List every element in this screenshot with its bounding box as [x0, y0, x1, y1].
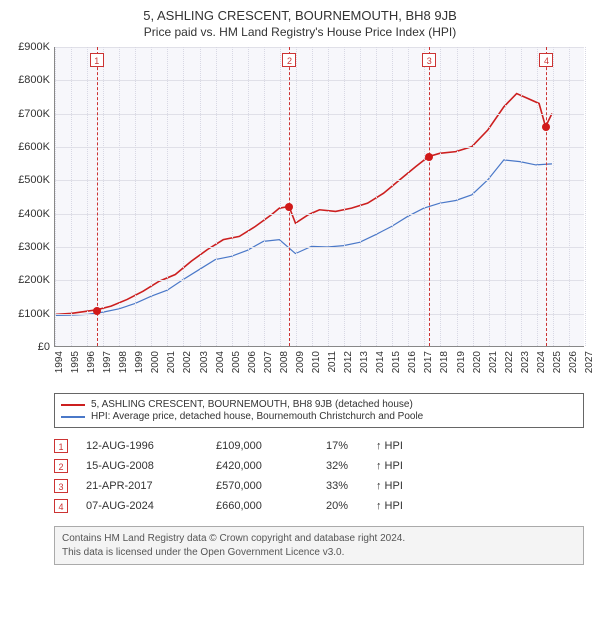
- x-tick-label: 2016: [407, 351, 418, 373]
- chart-dot-4: [542, 123, 550, 131]
- footer-line1: Contains HM Land Registry data © Crown c…: [62, 532, 576, 546]
- footer-line2: This data is licensed under the Open Gov…: [62, 546, 576, 560]
- tx-price: £420,000: [216, 460, 326, 472]
- y-tick-label: £200K: [18, 274, 50, 286]
- tx-date: 21-APR-2017: [86, 480, 216, 492]
- y-tick-label: £400K: [18, 208, 50, 220]
- legend-label-price: 5, ASHLING CRESCENT, BOURNEMOUTH, BH8 9J…: [91, 399, 413, 410]
- page-title: 5, ASHLING CRESCENT, BOURNEMOUTH, BH8 9J…: [10, 8, 590, 23]
- x-tick-label: 2015: [391, 351, 402, 373]
- transaction-row: 2 15-AUG-2008£420,00032%↑ HPI: [54, 456, 584, 476]
- legend: 5, ASHLING CRESCENT, BOURNEMOUTH, BH8 9J…: [54, 393, 584, 428]
- x-tick-label: 2001: [166, 351, 177, 373]
- tx-hpi-label: ↑ HPI: [376, 440, 436, 452]
- legend-swatch-hpi: [61, 416, 85, 418]
- legend-swatch-price: [61, 404, 85, 406]
- legend-row-price: 5, ASHLING CRESCENT, BOURNEMOUTH, BH8 9J…: [61, 399, 577, 410]
- tx-marker-2: 2: [54, 459, 68, 473]
- x-tick-label: 2003: [199, 351, 210, 373]
- tx-price: £570,000: [216, 480, 326, 492]
- y-tick-label: £500K: [18, 174, 50, 186]
- x-tick-label: 2025: [552, 351, 563, 373]
- transaction-row: 3 21-APR-2017£570,00033%↑ HPI: [54, 476, 584, 496]
- y-tick-label: £300K: [18, 241, 50, 253]
- transaction-row: 1 12-AUG-1996£109,00017%↑ HPI: [54, 436, 584, 456]
- x-tick-label: 2024: [536, 351, 547, 373]
- x-tick-label: 1997: [102, 351, 113, 373]
- y-tick-label: £800K: [18, 74, 50, 86]
- footer-attribution: Contains HM Land Registry data © Crown c…: [54, 526, 584, 565]
- y-tick-label: £900K: [18, 41, 50, 53]
- tx-date: 07-AUG-2024: [86, 500, 216, 512]
- x-tick-label: 2007: [263, 351, 274, 373]
- chart-marker-4: 4: [539, 53, 553, 67]
- x-tick-label: 2002: [182, 351, 193, 373]
- x-tick-label: 2026: [568, 351, 579, 373]
- x-tick-label: 2022: [504, 351, 515, 373]
- x-tick-label: 2017: [423, 351, 434, 373]
- tx-marker-1: 1: [54, 439, 68, 453]
- price-chart: £0 £100K £200K £300K £400K £500K £600K £700K £80…: [10, 47, 590, 387]
- x-tick-label: 2011: [327, 351, 338, 373]
- tx-pct: 20%: [326, 500, 376, 512]
- x-tick-label: 2013: [359, 351, 370, 373]
- x-tick-label: 1995: [70, 351, 81, 373]
- tx-marker-3: 3: [54, 479, 68, 493]
- tx-price: £660,000: [216, 500, 326, 512]
- plot-area: 1 2 3 4: [54, 47, 584, 347]
- x-tick-label: 1996: [86, 351, 97, 373]
- tx-pct: 17%: [326, 440, 376, 452]
- tx-marker-4: 4: [54, 499, 68, 513]
- transaction-row: 4 07-AUG-2024£660,00020%↑ HPI: [54, 496, 584, 516]
- x-tick-label: 1999: [134, 351, 145, 373]
- tx-hpi-label: ↑ HPI: [376, 480, 436, 492]
- chart-marker-1: 1: [90, 53, 104, 67]
- chart-dot-1: [93, 307, 101, 315]
- y-tick-label: £600K: [18, 141, 50, 153]
- x-tick-label: 2023: [520, 351, 531, 373]
- x-tick-label: 2019: [456, 351, 467, 373]
- x-tick-label: 2014: [375, 351, 386, 373]
- x-axis: 1994 1995 1996 1997 1998 1999 2000 2001 2002 2003…: [54, 347, 584, 387]
- x-tick-label: 2018: [439, 351, 450, 373]
- y-tick-label: £0: [38, 341, 50, 353]
- tx-pct: 32%: [326, 460, 376, 472]
- page-subtitle: Price paid vs. HM Land Registry's House …: [10, 25, 590, 39]
- x-tick-label: 1998: [118, 351, 129, 373]
- chart-marker-2: 2: [282, 53, 296, 67]
- x-tick-label: 2005: [231, 351, 242, 373]
- x-tick-label: 2009: [295, 351, 306, 373]
- legend-label-hpi: HPI: Average price, detached house, Bour…: [91, 411, 423, 422]
- x-tick-label: 2006: [247, 351, 258, 373]
- chart-dot-3: [425, 153, 433, 161]
- x-tick-label: 2008: [279, 351, 290, 373]
- x-tick-label: 2020: [472, 351, 483, 373]
- y-axis: £0£100K£200K£300K£400K£500K£600K£700K£80…: [10, 47, 54, 347]
- x-tick-label: 2004: [215, 351, 226, 373]
- series-line-hpi: [55, 160, 552, 315]
- x-tick-label: 2021: [488, 351, 499, 373]
- x-tick-label: 2012: [343, 351, 354, 373]
- x-tick-label: 2010: [311, 351, 322, 373]
- x-tick-label: 2027: [584, 351, 595, 373]
- x-tick-label: 2000: [150, 351, 161, 373]
- transactions-table: 112-AUG-1996£109,00017%↑ HPI215-AUG-2008…: [54, 436, 584, 516]
- y-tick-label: £100K: [18, 308, 50, 320]
- legend-row-hpi: HPI: Average price, detached house, Bour…: [61, 411, 577, 422]
- y-tick-label: £700K: [18, 108, 50, 120]
- tx-price: £109,000: [216, 440, 326, 452]
- tx-date: 12-AUG-1996: [86, 440, 216, 452]
- tx-hpi-label: ↑ HPI: [376, 460, 436, 472]
- tx-pct: 33%: [326, 480, 376, 492]
- chart-marker-3: 3: [422, 53, 436, 67]
- tx-hpi-label: ↑ HPI: [376, 500, 436, 512]
- x-tick-label: 1994: [54, 351, 65, 373]
- tx-date: 15-AUG-2008: [86, 460, 216, 472]
- chart-dot-2: [285, 203, 293, 211]
